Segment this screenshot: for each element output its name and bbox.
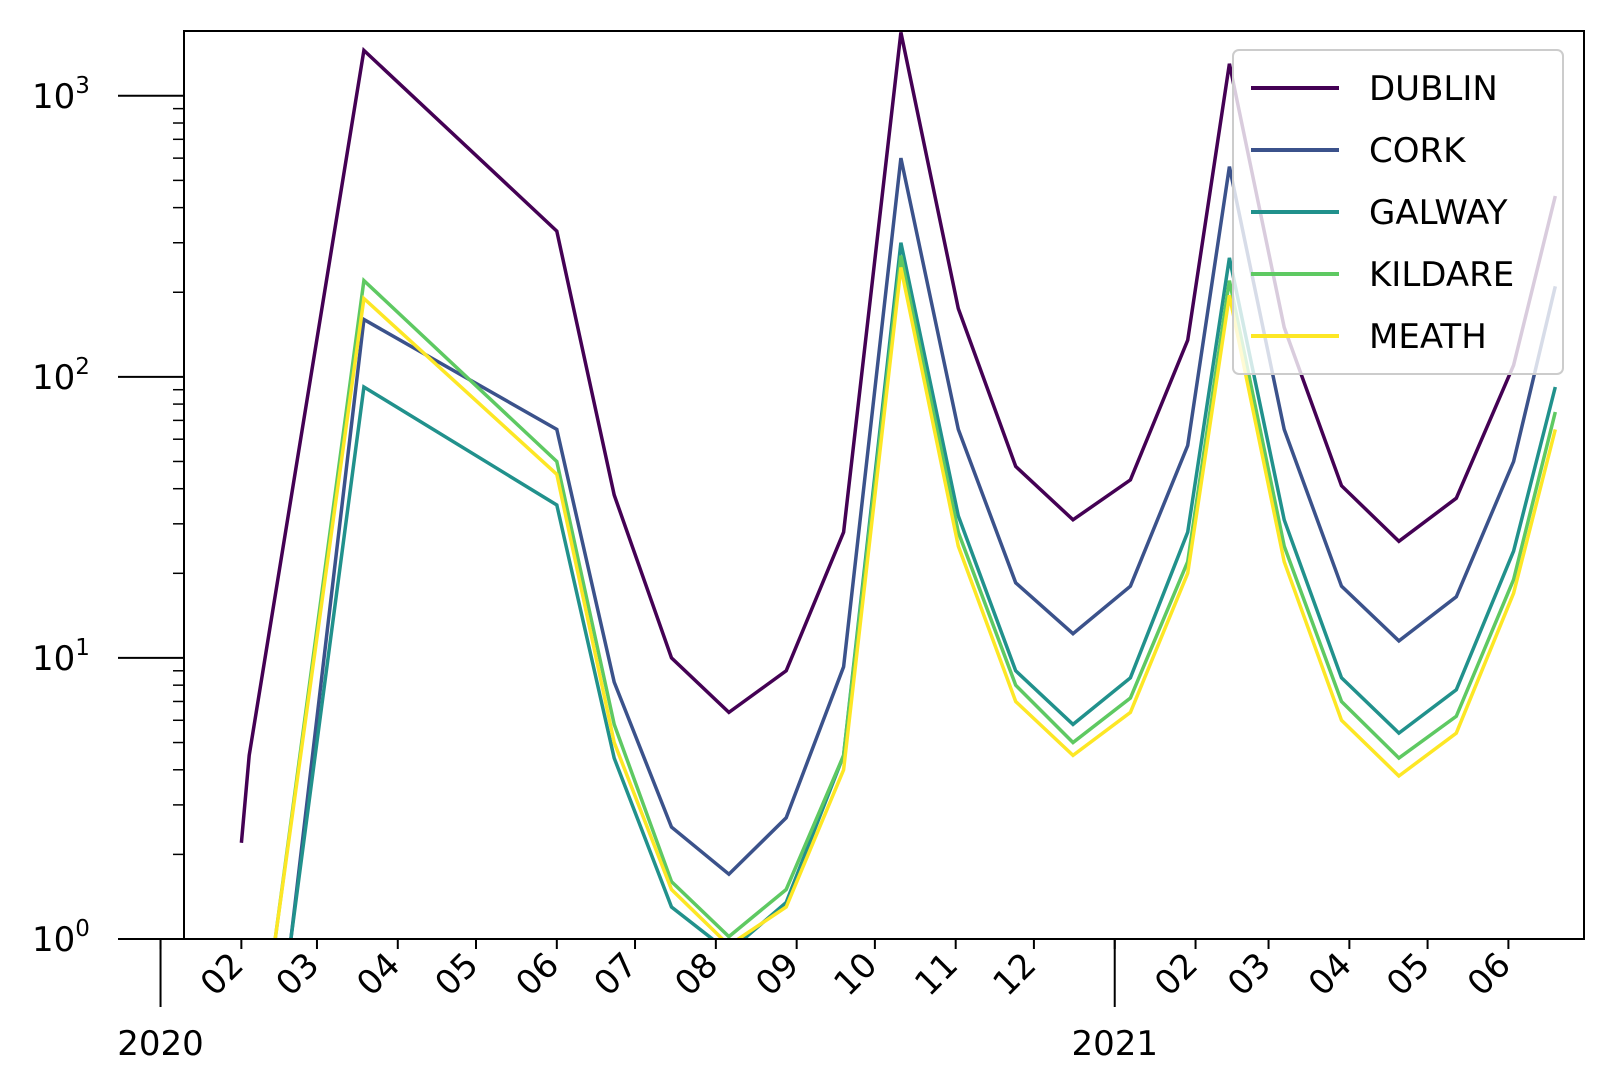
series-line-galway [289, 242, 1557, 939]
x-year-label: 2020 [117, 1024, 204, 1064]
y-tick-label: 101 [32, 635, 90, 679]
series-line-meath [273, 267, 1557, 939]
legend-label: DUBLIN [1369, 69, 1498, 109]
series-line-cork [289, 157, 1558, 939]
y-axis: 100 101 102 103 [32, 73, 184, 960]
legend-label: GALWAY [1369, 193, 1508, 233]
y-tick-label: 102 [32, 354, 90, 398]
y-tick-label: 103 [32, 73, 90, 117]
series-line-dublin [239, 32, 1557, 843]
x-year-label: 2021 [1071, 1024, 1158, 1064]
legend-label: MEATH [1369, 317, 1487, 357]
plot-frame [183, 30, 1585, 940]
y-tick-label: 100 [32, 916, 90, 960]
legend: DUBLIN CORK GALWAY KILDARE MEATH [1232, 49, 1564, 375]
legend-label: CORK [1369, 131, 1467, 171]
series-lines [239, 32, 1558, 939]
series-line-kildare [273, 255, 1557, 939]
legend-box [1232, 49, 1564, 375]
legend-label: KILDARE [1369, 255, 1514, 295]
